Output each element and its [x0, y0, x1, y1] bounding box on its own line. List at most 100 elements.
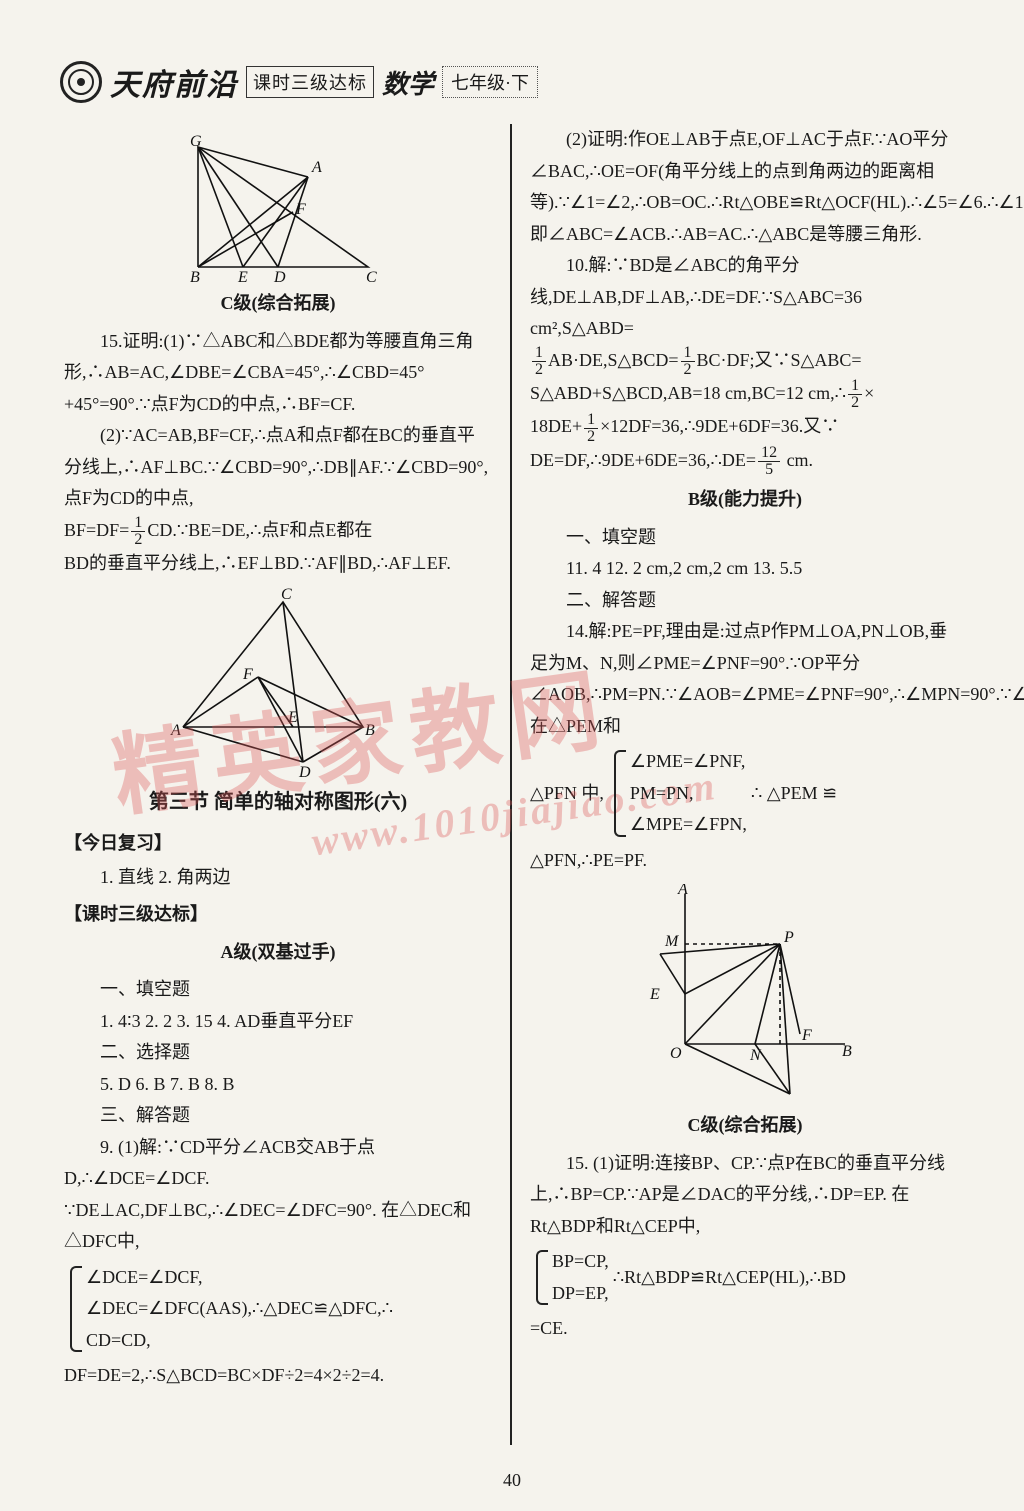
svg-text:F: F: [801, 1027, 812, 1044]
q14-part1: 14.解:PE=PF,理由是:过点P作PM⊥OA,PN⊥OB,垂足为M、N,则∠…: [530, 616, 960, 742]
q10-2: AB·DE,S△BCD=: [548, 350, 679, 370]
review-heading: 【今日复习】: [64, 828, 492, 860]
choice-answers: 5. D 6. B 7. B 8. B: [64, 1069, 492, 1101]
svg-text:P: P: [783, 929, 794, 946]
q15-2b-pre: BF=DF=: [64, 520, 129, 540]
brace-line: DP=EP,: [552, 1278, 609, 1310]
q10-5mid: ×12DF=36,∴9DE+6DF=36.又∵: [600, 416, 839, 436]
svg-text:F: F: [295, 201, 306, 218]
levels-heading: 【课时三级达标】: [64, 899, 492, 931]
q10-5pre: 18DE+: [530, 416, 582, 436]
series-label: 课时三级达标: [246, 66, 374, 98]
review-items: 1. 直线 2. 角两边: [64, 862, 492, 894]
svg-text:C: C: [281, 587, 292, 603]
fraction-half: 12: [681, 345, 695, 378]
q9-part1: 9. (1)解:∵CD平分∠ACB交AB于点D,∴∠DCE=∠DCF. ∵DE⊥…: [64, 1132, 492, 1258]
q10-6pre: DE=DF,∴9DE+6DE=36,∴DE=: [530, 450, 756, 470]
solveB-heading: 二、解答题: [530, 585, 960, 617]
fillB-heading: 一、填空题: [530, 522, 960, 554]
brace-line: ∠DEC=∠DFC(AAS),∴△DEC≌△DFC,∴: [86, 1293, 492, 1325]
q10-4post: ×: [864, 383, 874, 403]
q10-line4: 18DE+12×12DF=36,∴9DE+6DF=36.又∵: [530, 411, 960, 444]
q15r-brace-system: BP=CP, DP=EP,: [530, 1246, 609, 1309]
brace-line: ∠PME=∠PNF,: [630, 746, 747, 778]
q15-proof-2a: (2)∵AC=AB,BF=CF,∴点A和点F都在BC的垂直平分线上,∴AF⊥BC…: [64, 420, 492, 515]
svg-text:A: A: [311, 159, 322, 176]
q14-part2: △PFN,∴PE=PF.: [530, 845, 960, 877]
svg-text:B: B: [842, 1043, 852, 1060]
svg-text:M: M: [664, 933, 680, 950]
fraction-12-5: 125: [758, 445, 780, 478]
q9-brace-system: ∠DCE=∠DCF, ∠DEC=∠DFC(AAS),∴△DEC≌△DFC,∴ C…: [64, 1262, 492, 1357]
q14-brace-post: ∴ △PEM ≌: [751, 778, 837, 810]
q10-4pre: S△ABD+S△BCD,AB=18 cm,BC=12 cm,∴: [530, 383, 846, 403]
q14-brace-system: ∠PME=∠PNF, PM=PN, ∠MPE=∠FPN,: [608, 746, 747, 841]
svg-text:C: C: [366, 269, 377, 282]
q10-6post: cm.: [782, 450, 813, 470]
q15-2b-post: CD.∵BE=DE,∴点F和点E都在: [147, 520, 372, 540]
fill-blank-heading: 一、填空题: [64, 974, 492, 1006]
fraction-half: 12: [131, 515, 145, 548]
q15r-part2: =CE.: [530, 1313, 960, 1345]
page-header: 天府前沿 课时三级达标 数学 七年级·下: [50, 60, 974, 104]
q14-brace-row: △PFN 中, ∠PME=∠PNF, PM=PN, ∠MPE=∠FPN, ∴ △…: [530, 742, 960, 845]
brace-line: PM=PN,: [630, 778, 747, 810]
q10-line2: 12AB·DE,S△BCD=12BC·DF;又∵S△ABC=: [530, 345, 960, 378]
brace-line: ∠MPE=∠FPN,: [630, 809, 747, 841]
svg-text:D: D: [298, 764, 311, 777]
svg-text:B: B: [365, 722, 375, 739]
svg-text:E: E: [237, 269, 248, 282]
figure-triangle-gabcde: G A F B E D C: [168, 132, 388, 282]
q10-line3: S△ABD+S△BCD,AB=18 cm,BC=12 cm,∴12×: [530, 378, 960, 411]
q15r-brace-row: BP=CP, DP=EP, ∴Rt△BDP≌Rt△CEP(HL),∴BD: [530, 1242, 960, 1313]
brand-title: 天府前沿: [110, 60, 238, 104]
fraction-half: 12: [848, 378, 862, 411]
subject-label: 数学: [382, 64, 434, 101]
fraction-half: 12: [584, 412, 598, 445]
brace-line: ∠DCE=∠DCF,: [86, 1262, 492, 1294]
solve-heading: 三、解答题: [64, 1100, 492, 1132]
svg-text:G: G: [190, 133, 202, 150]
q15-proof-2b: BF=DF=12CD.∵BE=DE,∴点F和点E都在: [64, 515, 492, 548]
page-number: 40: [503, 1470, 521, 1491]
q9-part2-proof: (2)证明:作OE⊥AB于点E,OF⊥AC于点F.∵AO平分∠BAC,∴OE=O…: [530, 124, 960, 250]
q15-proof-1: 15.证明:(1)∵△ABC和△BDE都为等腰直角三角形,∴AB=AC,∠DBE…: [64, 326, 492, 421]
choice-heading: 二、选择题: [64, 1037, 492, 1069]
svg-text:A: A: [677, 884, 688, 898]
figure-triangle-cfabed: C F A E B D: [163, 587, 393, 777]
right-column: (2)证明:作OE⊥AB于点E,OF⊥AC于点F.∵AO平分∠BAC,∴OE=O…: [512, 124, 974, 1445]
level-b-label: B级(能力提升): [530, 484, 960, 516]
grade-label: 七年级·下: [442, 66, 538, 98]
q9-part2: DF=DE=2,∴S△BCD=BC×DF÷2=4×2÷2=4.: [64, 1360, 492, 1392]
section-3-title: 第三节 简单的轴对称图形(六): [64, 785, 492, 820]
fillB-answers: 11. 4 12. 2 cm,2 cm,2 cm 13. 5.5: [530, 553, 960, 585]
level-c2-label: C级(综合拓展): [530, 1110, 960, 1142]
brace-line: CD=CD,: [86, 1325, 492, 1357]
q15r-brace-post: ∴Rt△BDP≌Rt△CEP(HL),∴BD: [613, 1262, 846, 1294]
svg-text:O: O: [670, 1045, 682, 1062]
q15r-part1: 15. (1)证明:连接BP、CP.∵点P在BC的垂直平分线上,∴BP=CP.∵…: [530, 1148, 960, 1243]
svg-text:E: E: [287, 709, 298, 726]
q14-brace-pre: △PFN 中,: [530, 778, 604, 810]
svg-text:A: A: [170, 722, 181, 739]
fraction-half: 12: [532, 345, 546, 378]
q10-3: BC·DF;又∵S△ABC=: [697, 350, 862, 370]
page-root: 天府前沿 课时三级达标 数学 七年级·下 精英家教网 www.1010jiaji…: [0, 0, 1024, 1511]
figure-angle-aob-pef: A M P E O N F B: [630, 884, 860, 1104]
svg-text:N: N: [749, 1047, 762, 1064]
svg-text:B: B: [190, 269, 200, 282]
brace-line: BP=CP,: [552, 1246, 609, 1278]
fill-blank-answers: 1. 4∶3 2. 2 3. 15 4. AD垂直平分EF: [64, 1006, 492, 1038]
svg-text:F: F: [242, 666, 253, 683]
q10-1: 10.解:∵BD是∠ABC的角平分线,DE⊥AB,DF⊥AB,∴DE=DF.∵S…: [530, 255, 862, 338]
q10-line1: 10.解:∵BD是∠ABC的角平分线,DE⊥AB,DF⊥AB,∴DE=DF.∵S…: [530, 250, 960, 345]
target-icon: [60, 61, 102, 103]
level-c-label: C级(综合拓展): [64, 288, 492, 320]
q10-line5: DE=DF,∴9DE+6DE=36,∴DE=125 cm.: [530, 445, 960, 478]
left-column: G A F B E D C C级(综合拓展) 15.证明:(1)∵△ABC和△B…: [50, 124, 512, 1445]
svg-text:E: E: [649, 986, 660, 1003]
two-column-layout: G A F B E D C C级(综合拓展) 15.证明:(1)∵△ABC和△B…: [50, 124, 974, 1445]
level-a-label: A级(双基过手): [64, 937, 492, 969]
q15-proof-2c: BD的垂直平分线上,∴EF⊥BD.∵AF∥BD,∴AF⊥EF.: [64, 548, 492, 580]
svg-text:D: D: [273, 269, 286, 282]
